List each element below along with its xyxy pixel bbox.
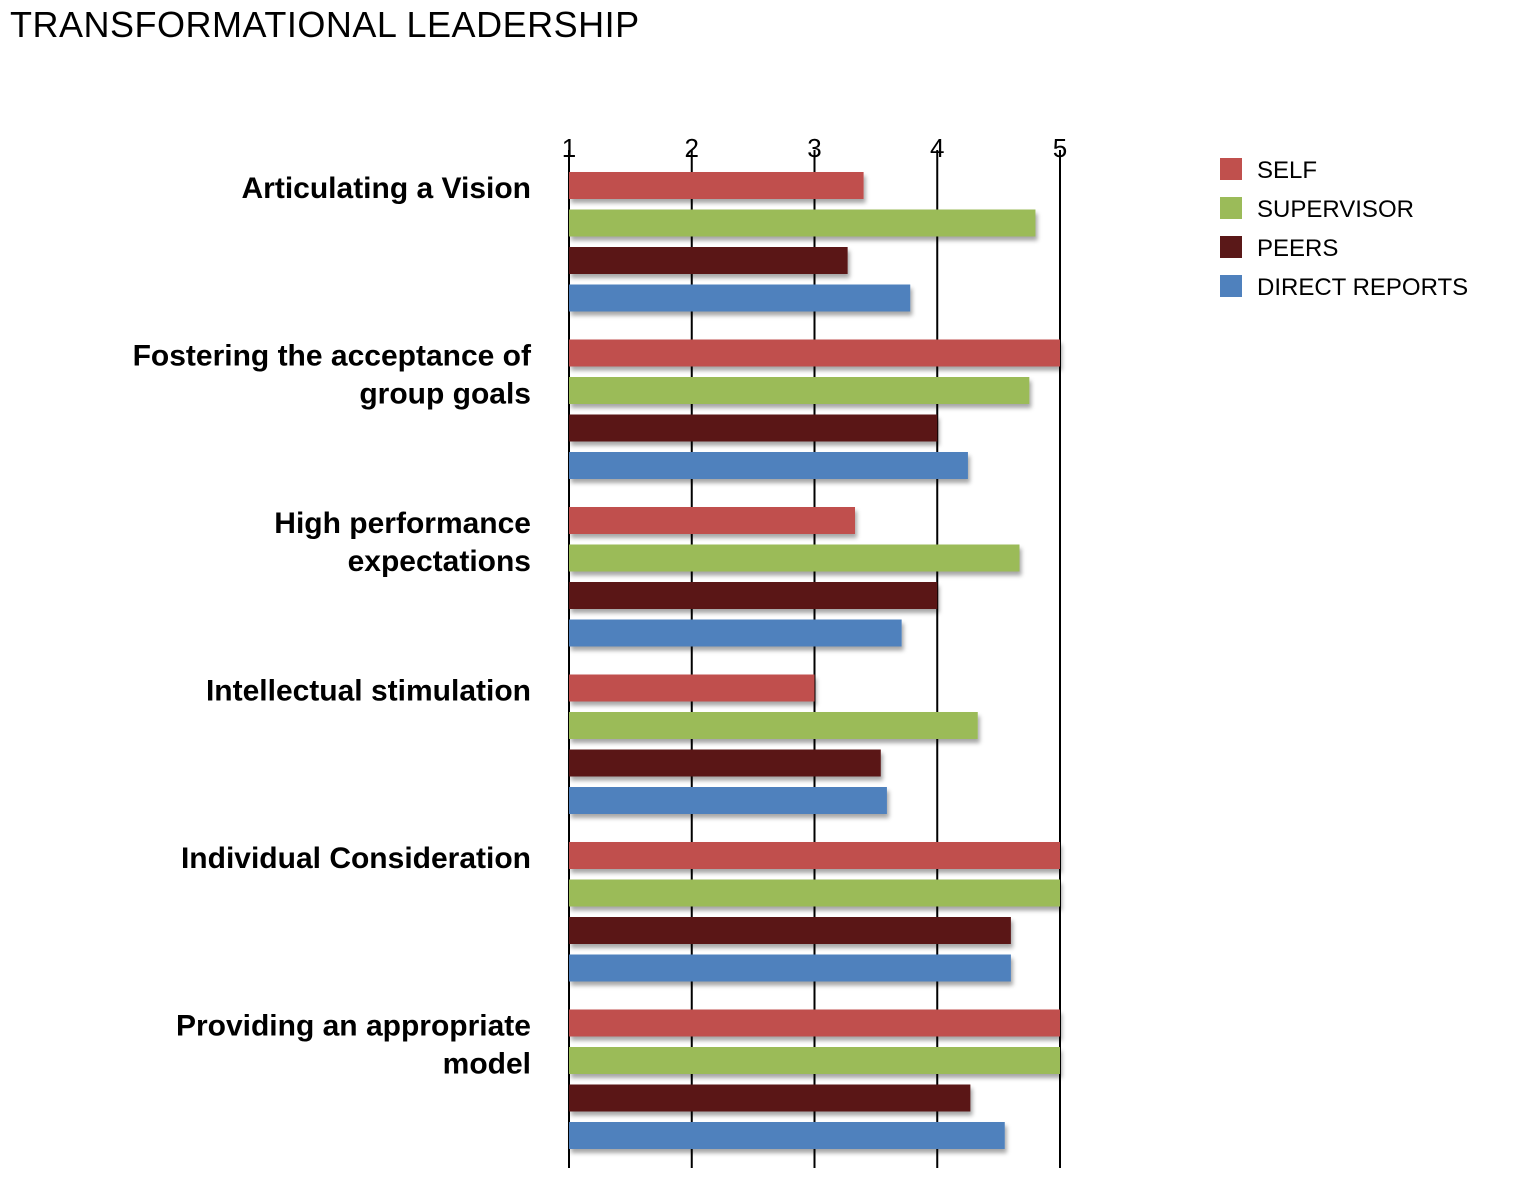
tick-label-1: 1 xyxy=(562,133,576,163)
bar-supervisor-4: SUPERVISOR: 5 xyxy=(569,879,1060,907)
bar-self-3: SELF: 3 xyxy=(569,674,815,702)
bar-peers-1: PEERS: 4 xyxy=(569,414,938,442)
x-axis-tick-labels: 1 2 3 4 5 xyxy=(562,133,1067,163)
gridlines xyxy=(568,150,1061,1168)
category-label: Fostering the acceptance of group goals xyxy=(133,340,532,411)
bars: SELF: 3.4 SUPERVISOR: 4.8 PEERS: 3.27 DIREC… xyxy=(569,172,1060,1149)
chart-title: TRANSFORMATIONAL LEADERSHIP xyxy=(10,4,640,45)
bar-direct-reports-4: DIRECT REPORTS: 4.6 xyxy=(569,954,1011,982)
bar-supervisor-5: SUPERVISOR: 5 xyxy=(569,1047,1060,1074)
legend-label-self: SELF xyxy=(1257,157,1317,184)
category-label-line: Articulating a Vision xyxy=(242,172,532,205)
category-label: High performance expectations xyxy=(274,507,531,578)
bar-self-2: SELF: 3.33 xyxy=(569,507,856,534)
category-label-line: Providing an appropriate xyxy=(176,1010,531,1043)
bar-supervisor-2: SUPERVISOR: 4.67 xyxy=(569,544,1020,572)
tick-label-4: 4 xyxy=(930,133,944,163)
bar-supervisor-1: SUPERVISOR: 4.75 xyxy=(569,377,1030,404)
bar-supervisor-3: SUPERVISOR: 4.33 xyxy=(569,712,978,739)
category-label-line: Fostering the acceptance of xyxy=(133,340,532,373)
category-label: Individual Consideration xyxy=(181,842,531,875)
category-label-line: expectations xyxy=(348,545,531,578)
tick-label-5: 5 xyxy=(1053,133,1067,163)
legend-swatch-self xyxy=(1220,158,1242,180)
category-labels: Articulating a Vision Fostering the accep… xyxy=(133,172,532,1081)
legend-swatch-peers xyxy=(1220,236,1242,258)
bar-self-5: SELF: 5 xyxy=(569,1009,1060,1037)
bar-direct-reports-0: DIRECT REPORTS: 3.78 xyxy=(569,284,911,312)
bar-supervisor-0: SUPERVISOR: 4.8 xyxy=(569,209,1036,237)
legend: SELF SUPERVISOR PEERS DIRECT REPORTS xyxy=(1220,157,1468,301)
tick-label-3: 3 xyxy=(807,133,821,163)
bar-direct-reports-1: DIRECT REPORTS: 4.25 xyxy=(569,452,968,479)
legend-swatch-supervisor xyxy=(1220,197,1242,219)
category-label-line: Individual Consideration xyxy=(181,842,531,875)
category-label-line: model xyxy=(443,1048,531,1081)
legend-label-direct-reports: DIRECT REPORTS xyxy=(1257,274,1468,301)
bar-self-0: SELF: 3.4 xyxy=(569,172,864,199)
category-label: Intellectual stimulation xyxy=(206,675,531,708)
legend-label-supervisor: SUPERVISOR xyxy=(1257,196,1414,223)
bar-peers-3: PEERS: 3.54 xyxy=(569,749,881,777)
bar-direct-reports-2: DIRECT REPORTS: 3.71 xyxy=(569,619,902,647)
bar-direct-reports-5: DIRECT REPORTS: 4.55 xyxy=(569,1122,1005,1149)
bar-peers-5: PEERS: 4.27 xyxy=(569,1084,971,1112)
bar-peers-4: PEERS: 4.6 xyxy=(569,917,1011,944)
category-label: Providing an appropriate model xyxy=(176,1010,531,1081)
bar-peers-0: PEERS: 3.27 xyxy=(569,247,848,274)
bar-direct-reports-3: DIRECT REPORTS: 3.59 xyxy=(569,787,887,814)
legend-swatch-direct-reports xyxy=(1220,275,1242,297)
category-label-line: group goals xyxy=(359,378,531,411)
bar-self-4: SELF: 5 xyxy=(569,842,1060,869)
legend-label-peers: PEERS xyxy=(1257,235,1338,262)
bar-peers-2: PEERS: 4 xyxy=(569,582,938,609)
category-label-line: Intellectual stimulation xyxy=(206,675,531,708)
category-label: Articulating a Vision xyxy=(242,172,532,205)
tick-label-2: 2 xyxy=(685,133,699,163)
bar-self-1: SELF: 5 xyxy=(569,339,1060,367)
category-label-line: High performance xyxy=(274,507,531,540)
